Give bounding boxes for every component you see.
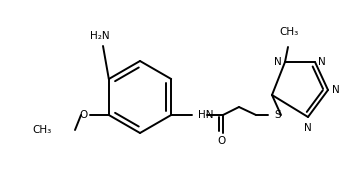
- Text: S: S: [274, 110, 281, 120]
- Text: CH₃: CH₃: [279, 27, 298, 37]
- Text: HN: HN: [198, 110, 214, 120]
- Text: H₂N: H₂N: [90, 31, 110, 41]
- Text: O: O: [218, 136, 226, 146]
- Text: O: O: [80, 110, 88, 120]
- Text: CH₃: CH₃: [33, 125, 52, 135]
- Text: N: N: [274, 57, 282, 67]
- Text: N: N: [318, 57, 326, 67]
- Text: N: N: [304, 123, 312, 133]
- Text: N: N: [332, 85, 340, 95]
